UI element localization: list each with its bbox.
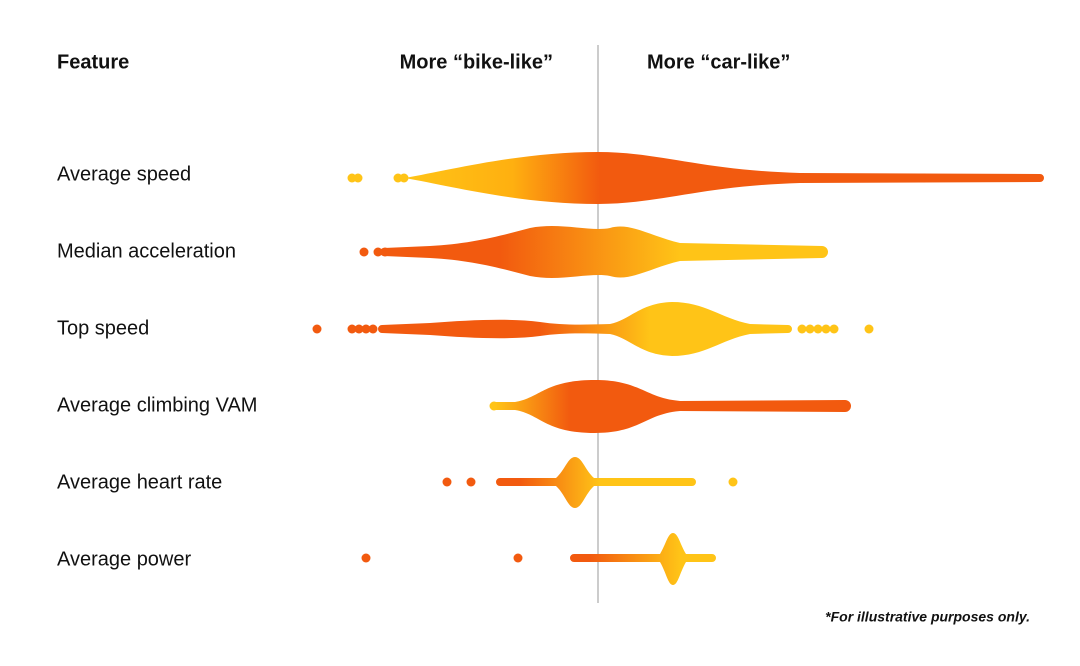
violin <box>442 457 738 508</box>
row-label: Median acceleration <box>57 240 236 262</box>
row-label: Top speed <box>57 317 149 339</box>
row-label: Average speed <box>57 163 191 185</box>
row-label: Average climbing VAM <box>57 394 257 416</box>
feature-header: Feature <box>57 51 129 73</box>
violin <box>312 302 874 356</box>
footnote: *For illustrative purposes only. <box>825 609 1030 625</box>
violin <box>359 226 828 278</box>
violin <box>347 152 1044 204</box>
violin <box>361 533 716 585</box>
row-label: Average heart rate <box>57 471 222 493</box>
row-label: Average power <box>57 548 192 570</box>
violin <box>489 380 851 433</box>
car-header: More “car-like” <box>647 51 790 73</box>
bike-header: More “bike-like” <box>400 51 553 73</box>
